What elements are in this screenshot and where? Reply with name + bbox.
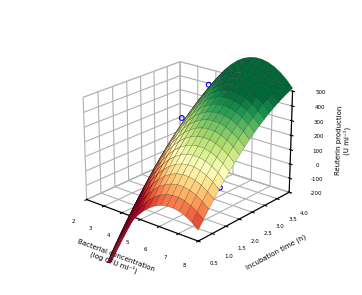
X-axis label: Bacterial concentration
(log CFU ml⁻¹): Bacterial concentration (log CFU ml⁻¹): [73, 238, 155, 280]
Y-axis label: Incubation time (h): Incubation time (h): [245, 234, 307, 271]
